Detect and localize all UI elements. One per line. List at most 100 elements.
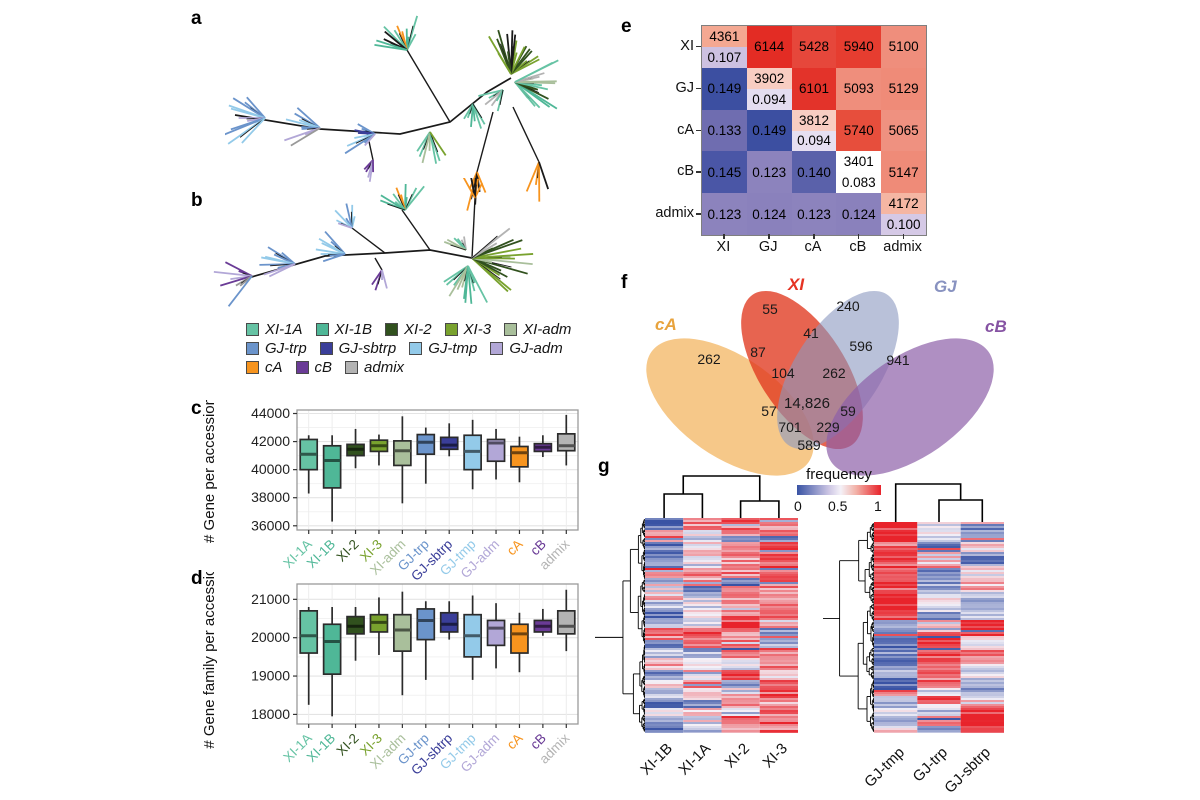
box-XI-adm: [393, 416, 412, 504]
venn-set-cA: [646, 338, 814, 476]
phylogenetic-tree-b: [213, 178, 534, 307]
matrix-cell-value: 0.149: [746, 109, 792, 152]
legend-item-XI-2: XI-2: [385, 322, 432, 337]
venn-set-label-GJ: GJ: [934, 277, 957, 296]
legend-label-XI-2: XI-2: [404, 321, 432, 338]
panel-label-d: d: [191, 568, 203, 589]
venn-set-label-XI: XI: [787, 275, 805, 294]
matrix-col-label-cB: cB: [849, 239, 867, 255]
matrix-cell-GJ-GJ: 3902 0.094: [746, 67, 792, 110]
column-dendrogram-right: [894, 483, 984, 522]
legend-row-2: cA cB admix: [246, 360, 571, 375]
legend-swatch-admix: [345, 361, 359, 374]
box-cA: [510, 436, 529, 483]
venn-count-13: 229: [816, 419, 840, 435]
matrix-cell-ratio: 0.094: [791, 130, 837, 152]
legend-item-GJ-trp: GJ-trp: [246, 341, 307, 356]
legend-label-GJ-sbtrp: GJ-sbtrp: [338, 340, 397, 357]
matrix-row-label-XI: XI: [680, 37, 694, 54]
legend-item-GJ-adm: GJ-adm: [490, 341, 563, 356]
box-GJ-adm: [486, 428, 506, 480]
matrix-cell-value: 5428: [791, 26, 837, 68]
box-GJ-adm: [486, 603, 506, 669]
matrix-cell-XI-cB: 5940: [836, 26, 882, 68]
dendrogram-branches: [595, 519, 645, 732]
box-cB: [533, 608, 553, 636]
legend-label-admix: admix: [364, 359, 405, 376]
matrix-col-tick: [857, 234, 860, 239]
venn-count-10: 14,826: [784, 395, 830, 412]
box-cA: [510, 612, 529, 673]
tree-tips: [213, 178, 534, 307]
venn-count-11: 59: [840, 403, 856, 419]
matrix-cell-value: 5740: [836, 109, 882, 152]
venn-set-label-cA: cA: [655, 315, 677, 334]
dendrogram-branches: [823, 523, 874, 732]
panel-label-f: f: [621, 272, 628, 293]
matrix-cell-count: 3902: [746, 67, 792, 89]
boxplot-gene-family-per-accession: 18000 19000 20000 21000 # Gene family per ac…: [201, 572, 579, 778]
venn-count-2: 41: [803, 325, 819, 341]
legend-swatch-GJ-adm: [490, 342, 504, 355]
legend-label-XI-3: XI-3: [463, 321, 492, 338]
legend-swatch-GJ-tmp: [409, 342, 423, 355]
legend-item-XI-3: XI-3: [444, 321, 492, 338]
tree-trunk: [234, 49, 540, 173]
matrix-cell-XI-XI: 4361 0.107: [702, 26, 747, 68]
matrix-col-label-XI: XI: [716, 239, 731, 255]
matrix-cell-value: 5147: [881, 151, 926, 194]
matrix-col-label-admix: admix: [883, 239, 922, 255]
y-axis-title: # Gene family per accession: [201, 572, 218, 749]
venn-count-3: 240: [836, 298, 860, 314]
matrix-cell-cA-XI: 0.133: [702, 109, 747, 152]
venn-set-label-cB: cB: [985, 317, 1007, 336]
y-axis-title: # Gene per accession: [201, 400, 218, 543]
colorbar-gradient: [797, 485, 881, 495]
legend-item-GJ-tmp: GJ-tmp: [409, 341, 477, 356]
legend-swatch-XI-adm: [504, 323, 518, 336]
frequency-heatmap-gj: [874, 522, 1004, 733]
box-XI-2: [346, 428, 365, 469]
matrix-col-tick: [902, 234, 905, 239]
venn-ellipses: [646, 290, 994, 476]
box-GJ-tmp: [463, 595, 482, 680]
matrix-cell-ratio: 0.083: [836, 172, 882, 194]
matrix-row-tick: [696, 87, 701, 90]
legend-label-XI-1A: XI-1A: [265, 321, 303, 338]
venn-set-cB: [826, 338, 994, 476]
matrix-cell-ratio: 0.100: [881, 214, 926, 235]
panel-label-g: g: [598, 456, 610, 477]
svg-text:20000: 20000: [251, 629, 290, 645]
colorbar-label-05: 0.5: [828, 498, 848, 514]
matrix-cell-value: 5100: [881, 26, 926, 68]
venn-count-1: 55: [762, 301, 778, 317]
heatmap-rows: [874, 522, 1004, 733]
svg-text:42000: 42000: [251, 433, 290, 449]
box-XI-1A: [299, 435, 319, 494]
matrix-cell-admix-GJ: 0.124: [746, 193, 792, 235]
matrix-cell-admix-XI: 0.123: [702, 193, 747, 235]
matrix-row-tick: [696, 45, 701, 48]
svg-text:21000: 21000: [251, 591, 290, 607]
matrix-cell-GJ-cB: 5093: [836, 67, 882, 110]
matrix-col-label-GJ: GJ: [758, 239, 778, 255]
matrix-row-tick: [696, 171, 701, 173]
venn-set-GJ: [777, 290, 899, 450]
matrix-cell-value: 6101: [791, 67, 837, 110]
matrix-cell-cB-cB: 3401 0.083: [836, 151, 882, 194]
matrix-cell-count: 4361: [702, 26, 747, 47]
venn-count-4: 87: [750, 344, 766, 360]
dendrogram-branches: [894, 483, 984, 522]
matrix-cell-value: 0.124: [746, 193, 792, 235]
matrix-cell-GJ-cA: 6101: [791, 67, 837, 110]
legend-swatch-XI-3: [444, 323, 458, 336]
venn-count-14: 589: [797, 437, 821, 453]
box-GJ-trp: [416, 601, 436, 680]
x-tick-label-XI-2: XI-2: [334, 537, 362, 565]
legend-swatch-XI-1B: [315, 323, 329, 336]
column-dendrogram-left: [663, 475, 780, 518]
legend-item-XI-1A: XI-1A: [246, 322, 303, 337]
venn-count-0: 262: [697, 351, 721, 367]
legend-item-XI-1B: XI-1B: [315, 322, 372, 337]
